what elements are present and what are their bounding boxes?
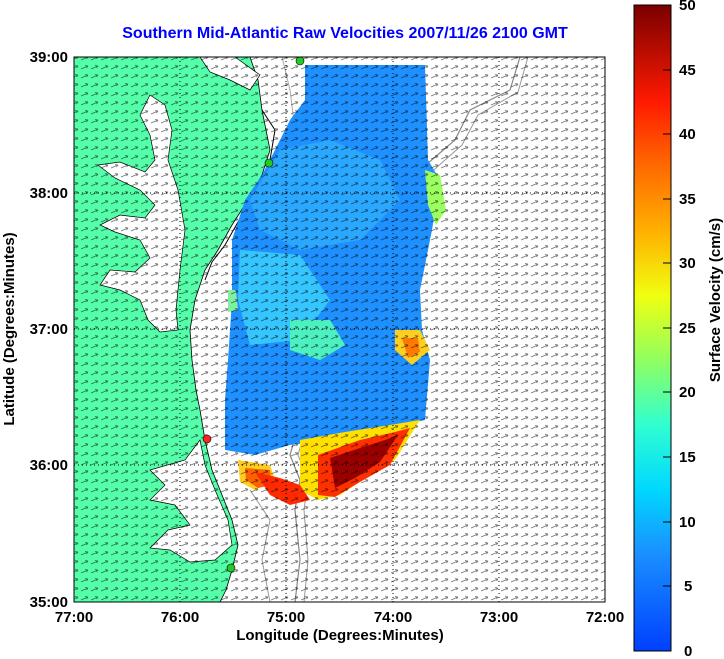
colorbar-tick: 0 [684,643,692,659]
grid-lines [74,57,605,602]
y-tick: 35:00 [30,594,68,611]
colorbar-tick: 35 [679,191,696,208]
y-tick: 38:00 [30,185,68,202]
station-marker [264,158,274,168]
x-tick: 73:00 [480,609,518,626]
x-tick: 74:00 [374,609,412,626]
y-tick: 37:00 [30,321,68,338]
y-axis-label: Latitude (Degrees:Minutes) [1,232,18,425]
colorbar-tick: 45 [679,62,696,79]
map-title: Southern Mid-Atlantic Raw Velocities 200… [122,25,568,42]
x-tick: 77:00 [55,609,93,626]
colorbar-label: Surface Velocity (cm/s) [707,218,724,382]
colorbar-tick: 20 [679,384,696,401]
station-marker [295,56,305,66]
colorbar-tick: 25 [679,320,696,337]
x-axis-label: Longitude (Degrees:Minutes) [236,627,444,644]
x-tick: 72:00 [586,609,624,626]
colorbar-tick: 30 [679,255,696,272]
velocity-field [74,57,605,602]
colorbar-tick: 15 [679,449,696,466]
x-tick: 76:00 [161,609,199,626]
colorbar-ticks [663,4,671,652]
colorbar-tick: 40 [679,126,696,143]
colorbar-tick: 50 [679,0,696,14]
y-tick: 36:00 [30,457,68,474]
y-tick: 39:00 [30,49,68,66]
station-marker [202,434,212,444]
x-tick-labels: 77:00 76:00 75:00 74:00 73:00 72:00 [55,609,624,626]
y-tick-labels: 39:00 38:00 37:00 36:00 35:00 [30,49,68,611]
colorbar-tick: 10 [679,514,696,531]
colorbar-tick-labels: 50 45 40 35 30 25 20 15 10 5 0 [679,0,696,659]
station-marker [226,563,236,573]
x-tick: 75:00 [267,609,305,626]
colorbar-tick: 5 [684,578,692,595]
